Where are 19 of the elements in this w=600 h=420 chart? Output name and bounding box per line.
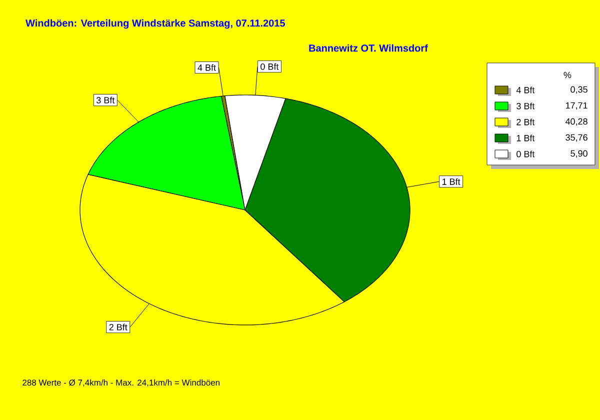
legend-label: 2 Bft [516, 118, 535, 126]
legend-label: 3 Bft [516, 102, 535, 110]
legend-title: % [564, 72, 572, 78]
data-label: 17,71 [566, 102, 588, 110]
legend-label: 0 Bft [516, 150, 535, 158]
slice-label: 0 Bft [260, 63, 279, 70]
data-label: 0,35 [570, 86, 588, 94]
chart-title: Windböen: Verteilung Windstärke Samstag, 07.11.2015 [26, 19, 285, 29]
chart-subtitle: Bannewitz OT. Wilmsdorf [309, 44, 428, 52]
slice-label: 4 Bft [198, 64, 216, 71]
text: 288 Werte - Ø 7,4km/h - Max. 24,1km/h = Windböen [22, 379, 220, 387]
legend-label: 4 Bft [516, 86, 535, 94]
slice-label: 2 Bft [109, 324, 128, 330]
legend-label: 1 Bft [516, 134, 535, 142]
data-label: 5,90 [570, 150, 588, 158]
slice-label: 1 Bft [442, 178, 460, 185]
data-label: 35,76 [566, 134, 588, 142]
data-label: 40,28 [565, 118, 588, 126]
slice-label: 3 Bft [96, 96, 115, 104]
